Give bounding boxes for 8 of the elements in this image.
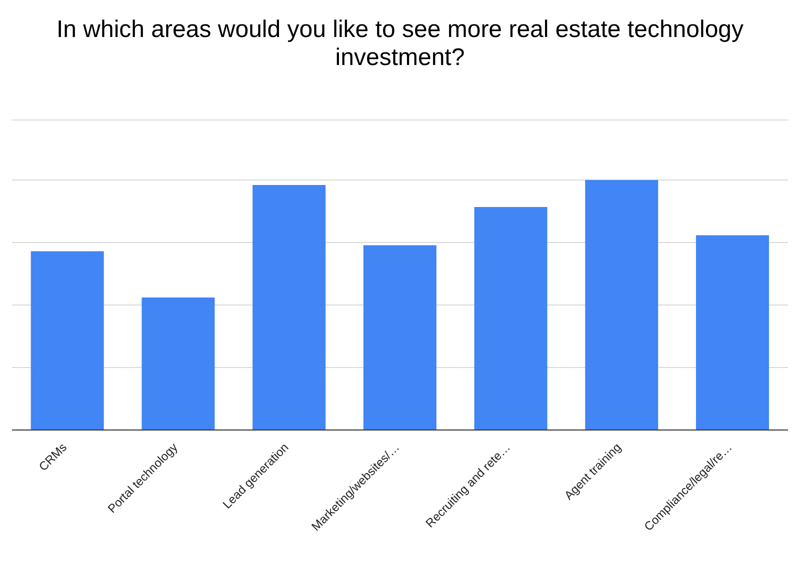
- bar: [696, 235, 769, 430]
- chart-title: In which areas would you like to see more real estate technology investment?: [55, 15, 745, 73]
- bar: [363, 245, 436, 430]
- bar: [252, 185, 326, 430]
- bar: [474, 207, 548, 430]
- bar: [142, 298, 215, 430]
- bar: [30, 251, 104, 430]
- bar: [585, 180, 658, 430]
